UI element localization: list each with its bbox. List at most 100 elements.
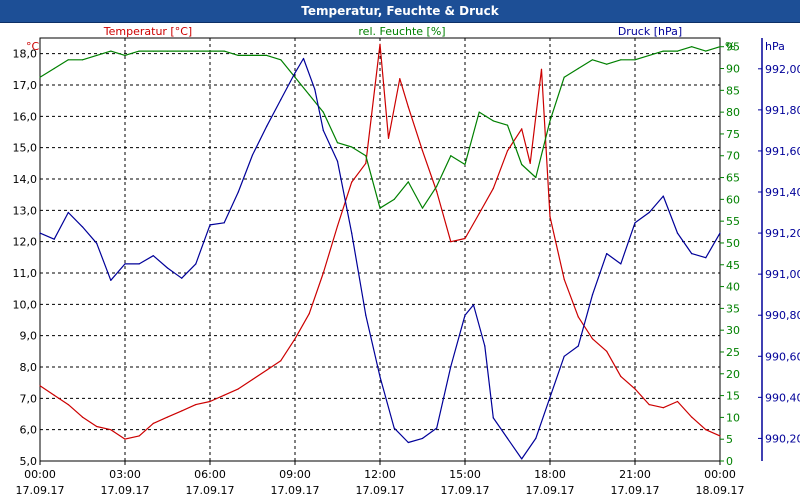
data-point-temperature bbox=[81, 416, 84, 418]
data-point-humidity bbox=[365, 155, 367, 157]
data-point-humidity bbox=[209, 50, 211, 52]
data-point-pressure bbox=[336, 160, 339, 162]
data-point-temperature bbox=[407, 106, 409, 108]
data-point-temperature bbox=[549, 216, 551, 218]
data-point-temperature bbox=[379, 43, 381, 45]
data-point-temperature bbox=[124, 438, 126, 440]
data-point-humidity bbox=[549, 120, 551, 122]
data-point-temperature bbox=[251, 378, 254, 381]
data-point-pressure bbox=[96, 242, 98, 244]
data-point-temperature bbox=[308, 313, 310, 315]
data-point-humidity bbox=[379, 207, 381, 209]
temperature-tick-label: 16,0 bbox=[13, 110, 38, 123]
data-point-humidity bbox=[110, 50, 112, 52]
data-point-pressure bbox=[577, 345, 579, 347]
data-point-pressure bbox=[393, 427, 395, 429]
data-point-pressure bbox=[620, 263, 622, 265]
data-point-temperature bbox=[53, 394, 55, 396]
axes bbox=[39, 37, 763, 465]
data-point-temperature bbox=[266, 369, 268, 371]
data-point-temperature bbox=[450, 241, 452, 243]
temperature-tick-label: 12,0 bbox=[13, 236, 38, 249]
data-point-humidity bbox=[53, 67, 55, 70]
humidity-tick-label: 85 bbox=[726, 84, 740, 97]
humidity-tick-label: 50 bbox=[726, 237, 740, 250]
data-point-pressure bbox=[138, 263, 140, 265]
data-point-humidity bbox=[620, 59, 622, 61]
pressure-tick-label: 990,20 bbox=[765, 432, 800, 445]
data-point-pressure bbox=[53, 238, 55, 240]
data-point-pressure bbox=[421, 437, 424, 439]
data-point-humidity bbox=[436, 185, 438, 187]
data-point-pressure bbox=[591, 294, 594, 296]
data-point-temperature bbox=[399, 78, 401, 80]
data-point-humidity bbox=[563, 76, 565, 78]
data-point-pressure bbox=[379, 376, 381, 378]
data-point-temperature bbox=[436, 190, 438, 193]
pressure-unit-label: hPa bbox=[765, 40, 785, 53]
temperature-tick-label: 11,0 bbox=[13, 267, 38, 280]
window-title: Temperatur, Feuchte & Druck bbox=[301, 4, 499, 18]
data-point-humidity bbox=[237, 54, 239, 57]
data-point-temperature bbox=[676, 400, 679, 403]
data-point-humidity bbox=[152, 50, 154, 52]
data-point-pressure bbox=[691, 253, 693, 255]
pressure-tick-label: 991,00 bbox=[765, 268, 800, 281]
x-tick-label-date: 17.09.17 bbox=[101, 484, 150, 497]
x-tick-label-time: 00:00 bbox=[24, 468, 56, 481]
data-point-pressure bbox=[81, 226, 84, 228]
temperature-tick-label: 10,0 bbox=[13, 298, 38, 311]
data-point-temperature bbox=[166, 416, 169, 418]
pressure-tick-label: 991,80 bbox=[765, 104, 800, 117]
data-point-pressure bbox=[464, 314, 466, 316]
data-point-pressure bbox=[563, 355, 565, 357]
x-tick-label-date: 17.09.17 bbox=[271, 484, 320, 497]
window-title-bar: Temperatur, Feuchte & Druck bbox=[0, 0, 800, 23]
data-point-temperature bbox=[195, 404, 197, 406]
temperature-tick-label: 8,0 bbox=[20, 361, 38, 374]
series-name-temperature: Temperatur [°C] bbox=[103, 25, 192, 38]
x-tick-label-time: 09:00 bbox=[279, 468, 311, 481]
data-point-humidity bbox=[336, 142, 339, 144]
data-point-humidity bbox=[577, 67, 579, 70]
data-point-temperature bbox=[39, 385, 41, 387]
data-point-temperature bbox=[181, 410, 183, 412]
data-point-temperature bbox=[209, 400, 211, 403]
temperature-tick-label: 17,0 bbox=[13, 79, 38, 92]
data-point-temperature bbox=[365, 162, 367, 164]
humidity-tick-label: 5 bbox=[726, 433, 733, 446]
humidity-tick-label: 80 bbox=[726, 106, 740, 119]
data-point-humidity bbox=[166, 50, 169, 52]
data-point-humidity bbox=[506, 124, 509, 126]
data-point-temperature bbox=[152, 422, 154, 424]
humidity-tick-label: 75 bbox=[726, 128, 740, 141]
data-point-temperature bbox=[67, 404, 69, 406]
data-point-humidity bbox=[39, 76, 41, 78]
x-tick-label-time: 00:00 bbox=[704, 468, 736, 481]
data-point-humidity bbox=[662, 50, 664, 52]
x-tick-label-date: 17.09.17 bbox=[441, 484, 490, 497]
data-point-pressure bbox=[521, 458, 523, 460]
data-point-temperature bbox=[138, 435, 140, 437]
humidity-tick-label: 25 bbox=[726, 346, 740, 359]
data-point-pressure bbox=[436, 427, 438, 429]
data-point-humidity bbox=[280, 59, 282, 61]
humidity-tick-label: 20 bbox=[726, 368, 740, 381]
humidity-tick-label: 45 bbox=[726, 259, 740, 272]
temperature-tick-label: 18,0 bbox=[13, 48, 38, 61]
humidity-tick-label: 65 bbox=[726, 172, 740, 185]
humidity-tick-label: 35 bbox=[726, 302, 740, 315]
data-point-humidity bbox=[691, 46, 693, 48]
data-point-humidity bbox=[351, 146, 353, 148]
humidity-tick-label: 95 bbox=[726, 41, 740, 54]
data-point-humidity bbox=[492, 120, 494, 122]
data-point-pressure bbox=[280, 99, 282, 101]
series-name-humidity: rel. Feuchte [%] bbox=[358, 25, 445, 38]
data-point-pressure bbox=[314, 88, 316, 90]
temperature-tick-label: 14,0 bbox=[13, 173, 38, 186]
data-point-pressure bbox=[294, 72, 296, 74]
data-point-temperature bbox=[223, 394, 225, 396]
data-point-humidity bbox=[464, 163, 466, 166]
data-point-pressure bbox=[266, 125, 268, 127]
